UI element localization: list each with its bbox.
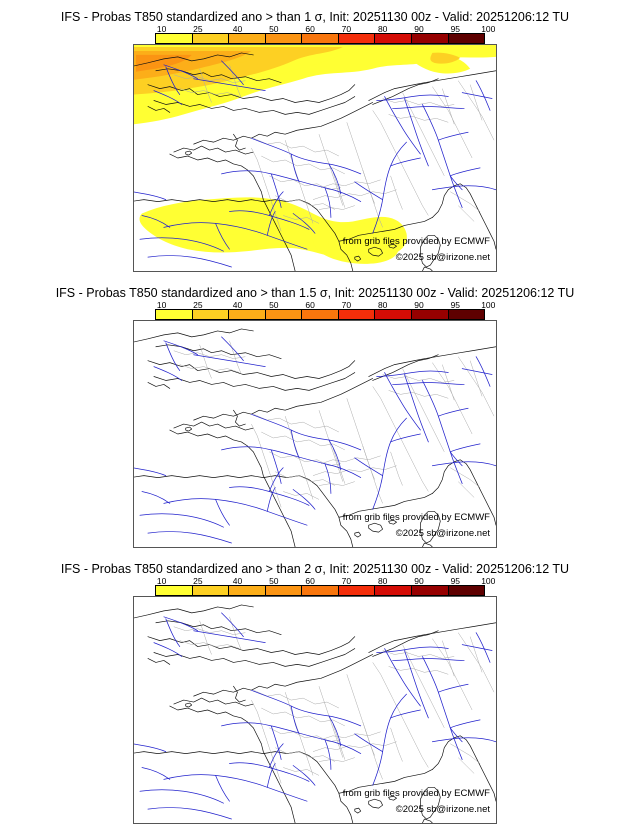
colorbar-swatch (265, 586, 303, 595)
colorbar: 10 25 40 50 60 70 80 90 95 100 (155, 576, 496, 596)
colorbar-swatch (448, 310, 485, 319)
colorbar-tick-labels: 10 25 40 50 60 70 80 90 95 100 (155, 300, 496, 310)
colorbar-tick: 10 (156, 24, 167, 34)
probability-panel-2: IFS - Probas T850 standardized ano > tha… (0, 276, 630, 552)
colorbar-tick: 60 (305, 24, 315, 34)
colorbar-swatch (375, 310, 412, 319)
colorbar-tick: 95 (450, 300, 461, 310)
colorbar-tick: 50 (269, 576, 279, 586)
colorbar-swatch (302, 34, 339, 43)
colorbar-tick: 100 (481, 576, 496, 586)
colorbar-swatch (411, 34, 449, 43)
colorbar-swatch (302, 310, 339, 319)
colorbar-swatch (411, 586, 449, 595)
colorbar-tick: 80 (377, 576, 388, 586)
colorbar-swatch (302, 586, 339, 595)
colorbar-tick: 90 (414, 576, 424, 586)
colorbar-swatch (375, 586, 412, 595)
colorbar-swatch (192, 34, 230, 43)
colorbar: 10 25 40 50 60 70 80 90 95 100 (155, 300, 496, 320)
colorbar-tick: 70 (341, 24, 352, 34)
map-canvas-1[interactable]: from grib files provided by ECMWF ©2025 … (133, 44, 497, 272)
colorbar-tick: 95 (450, 24, 461, 34)
colorbar-swatch (448, 586, 485, 595)
colorbar-swatch (192, 310, 230, 319)
copyright-credit: ©2025 sb@irizone.net (395, 528, 490, 539)
colorbar-tick: 90 (414, 300, 424, 310)
colorbar-tick: 80 (377, 300, 388, 310)
colorbar-tick: 50 (269, 24, 279, 34)
colorbar-swatch (229, 586, 266, 595)
colorbar-swatch (156, 310, 193, 319)
colorbar-tick: 40 (232, 24, 243, 34)
colorbar-swatch (229, 310, 266, 319)
colorbar-tick: 70 (341, 576, 352, 586)
colorbar-tick: 50 (269, 300, 279, 310)
colorbar-tick: 10 (156, 576, 167, 586)
grib-credit: from grib files provided by ECMWF (342, 236, 490, 247)
colorbar-swatch (338, 586, 376, 595)
colorbar-tick: 70 (341, 300, 352, 310)
colorbar-tick-labels: 10 25 40 50 60 70 80 90 95 100 (155, 576, 496, 586)
probability-panel-3: IFS - Probas T850 standardized ano > tha… (0, 552, 630, 828)
colorbar-swatch (156, 34, 193, 43)
colorbar-tick: 100 (481, 24, 496, 34)
probability-panel-1: IFS - Probas T850 standardized ano > tha… (0, 0, 630, 276)
colorbar-tick: 60 (305, 576, 315, 586)
colorbar-tick: 100 (481, 300, 496, 310)
colorbar-tick: 25 (193, 300, 203, 310)
copyright-credit: ©2025 sb@irizone.net (395, 252, 490, 263)
panel-title: IFS - Probas T850 standardized ano > tha… (55, 286, 575, 300)
colorbar-swatch (156, 586, 193, 595)
colorbar-swatch (411, 310, 449, 319)
colorbar-swatch (448, 34, 485, 43)
colorbar-swatch (229, 34, 266, 43)
colorbar-swatch (375, 34, 412, 43)
colorbar-tick: 90 (414, 24, 424, 34)
colorbar-tick: 25 (193, 24, 203, 34)
colorbar-swatch (338, 310, 376, 319)
colorbar-tick: 80 (377, 24, 388, 34)
colorbar-tick: 40 (232, 576, 243, 586)
colorbar-gradient (155, 33, 485, 44)
colorbar-tick: 95 (450, 576, 461, 586)
copyright-credit: ©2025 sb@irizone.net (395, 804, 490, 815)
panel-title: IFS - Probas T850 standardized ano > tha… (60, 10, 570, 24)
grib-credit: from grib files provided by ECMWF (342, 512, 490, 523)
colorbar-swatch (338, 34, 376, 43)
colorbar-swatch (265, 310, 303, 319)
colorbar-gradient (155, 309, 485, 320)
grib-credit: from grib files provided by ECMWF (342, 788, 490, 799)
colorbar-tick: 60 (305, 300, 315, 310)
colorbar-gradient (155, 585, 485, 596)
colorbar-tick: 10 (156, 300, 167, 310)
colorbar-tick: 40 (232, 300, 243, 310)
colorbar-tick-labels: 10 25 40 50 60 70 80 90 95 100 (155, 24, 496, 34)
map-canvas-2[interactable]: from grib files provided by ECMWF ©2025 … (133, 320, 497, 548)
colorbar-swatch (265, 34, 303, 43)
colorbar-swatch (192, 586, 230, 595)
colorbar: 10 25 40 50 60 70 80 90 95 100 (155, 24, 496, 44)
panel-title: IFS - Probas T850 standardized ano > tha… (60, 562, 570, 576)
colorbar-tick: 25 (193, 576, 203, 586)
map-canvas-3[interactable]: from grib files provided by ECMWF ©2025 … (133, 596, 497, 824)
